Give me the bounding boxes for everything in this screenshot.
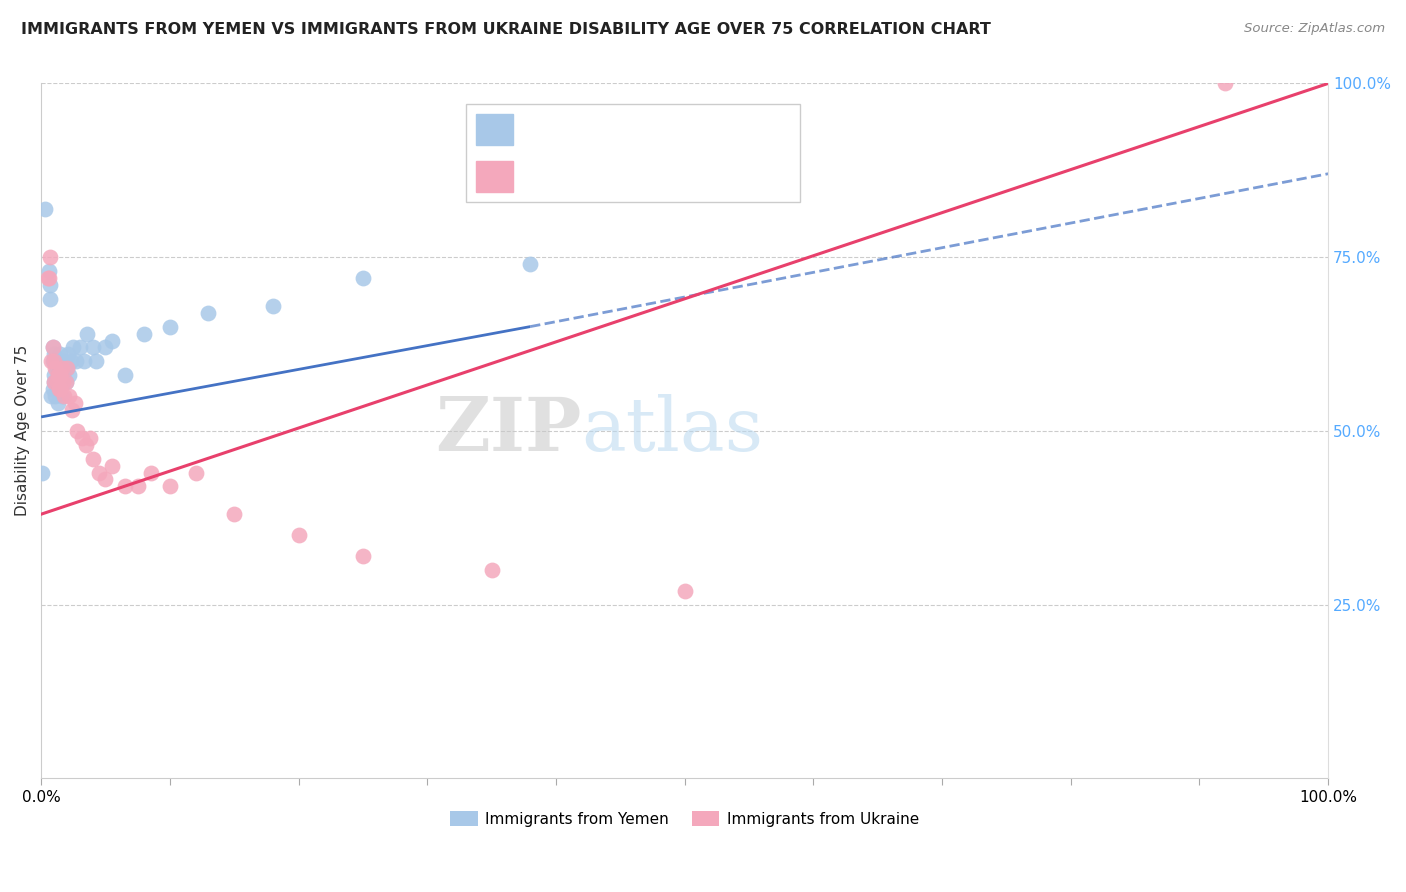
- Point: [48, 361, 70, 376]
- Point: [101, 334, 124, 348]
- Point: [60, 403, 83, 417]
- Point: [49, 347, 72, 361]
- Point: [62, 341, 84, 355]
- Point: [352, 549, 374, 563]
- Point: [127, 479, 149, 493]
- Point: [31, 466, 53, 480]
- Y-axis label: Disability Age Over 75: Disability Age Over 75: [15, 345, 30, 516]
- Point: [39, 292, 62, 306]
- Text: ZIP: ZIP: [436, 394, 582, 467]
- Point: [352, 271, 374, 285]
- Point: [94, 473, 117, 487]
- Point: [41, 354, 63, 368]
- Point: [1213, 77, 1236, 91]
- Point: [114, 479, 136, 493]
- Point: [79, 431, 101, 445]
- Point: [673, 583, 696, 598]
- Point: [42, 347, 65, 361]
- Point: [58, 368, 80, 383]
- Point: [39, 250, 62, 264]
- Point: [48, 382, 70, 396]
- Point: [48, 368, 70, 383]
- Point: [41, 382, 63, 396]
- Point: [41, 341, 63, 355]
- Text: IMMIGRANTS FROM YEMEN VS IMMIGRANTS FROM UKRAINE DISABILITY AGE OVER 75 CORRELAT: IMMIGRANTS FROM YEMEN VS IMMIGRANTS FROM…: [21, 22, 991, 37]
- Point: [41, 389, 63, 403]
- Point: [72, 354, 94, 368]
- Text: atlas: atlas: [582, 394, 763, 467]
- Point: [42, 368, 65, 383]
- Point: [72, 431, 94, 445]
- Point: [44, 361, 66, 376]
- Point: [55, 375, 77, 389]
- Point: [44, 389, 66, 403]
- Point: [45, 361, 67, 376]
- Point: [101, 458, 124, 473]
- Point: [42, 354, 65, 368]
- Point: [41, 341, 63, 355]
- Point: [49, 382, 72, 396]
- Point: [38, 271, 60, 285]
- Point: [132, 326, 155, 341]
- Point: [87, 466, 110, 480]
- Point: [59, 354, 82, 368]
- Point: [139, 466, 162, 480]
- Point: [94, 341, 117, 355]
- Point: [184, 466, 207, 480]
- Point: [42, 375, 65, 389]
- Point: [37, 271, 59, 285]
- Point: [45, 354, 67, 368]
- Point: [41, 354, 63, 368]
- Point: [56, 347, 79, 361]
- Point: [58, 389, 80, 403]
- Point: [51, 389, 73, 403]
- Point: [55, 375, 77, 389]
- Legend: Immigrants from Yemen, Immigrants from Ukraine: Immigrants from Yemen, Immigrants from U…: [444, 805, 925, 833]
- Point: [51, 361, 73, 376]
- Point: [44, 375, 66, 389]
- Point: [46, 368, 69, 383]
- Point: [45, 375, 67, 389]
- Point: [262, 299, 284, 313]
- Point: [76, 326, 98, 341]
- Point: [82, 451, 104, 466]
- Point: [69, 341, 91, 355]
- Point: [56, 361, 79, 376]
- Point: [66, 424, 89, 438]
- Point: [49, 375, 72, 389]
- Point: [56, 361, 79, 376]
- Point: [197, 306, 219, 320]
- Text: Source: ZipAtlas.com: Source: ZipAtlas.com: [1244, 22, 1385, 36]
- Point: [51, 368, 73, 383]
- Point: [287, 528, 309, 542]
- Point: [49, 361, 72, 376]
- Point: [519, 257, 541, 271]
- Point: [224, 507, 246, 521]
- Point: [114, 368, 136, 383]
- Point: [46, 368, 69, 383]
- Point: [39, 277, 62, 292]
- Point: [63, 396, 86, 410]
- Point: [52, 375, 75, 389]
- Point: [38, 264, 60, 278]
- Point: [159, 479, 181, 493]
- Point: [46, 396, 69, 410]
- Point: [48, 382, 70, 396]
- Point: [86, 354, 108, 368]
- Point: [75, 438, 97, 452]
- Point: [159, 319, 181, 334]
- Point: [53, 354, 76, 368]
- Point: [65, 354, 87, 368]
- Point: [34, 202, 56, 216]
- Point: [82, 341, 104, 355]
- Point: [49, 368, 72, 383]
- Point: [52, 368, 75, 383]
- Point: [481, 563, 503, 577]
- Point: [42, 375, 65, 389]
- Point: [45, 375, 67, 389]
- Point: [53, 389, 76, 403]
